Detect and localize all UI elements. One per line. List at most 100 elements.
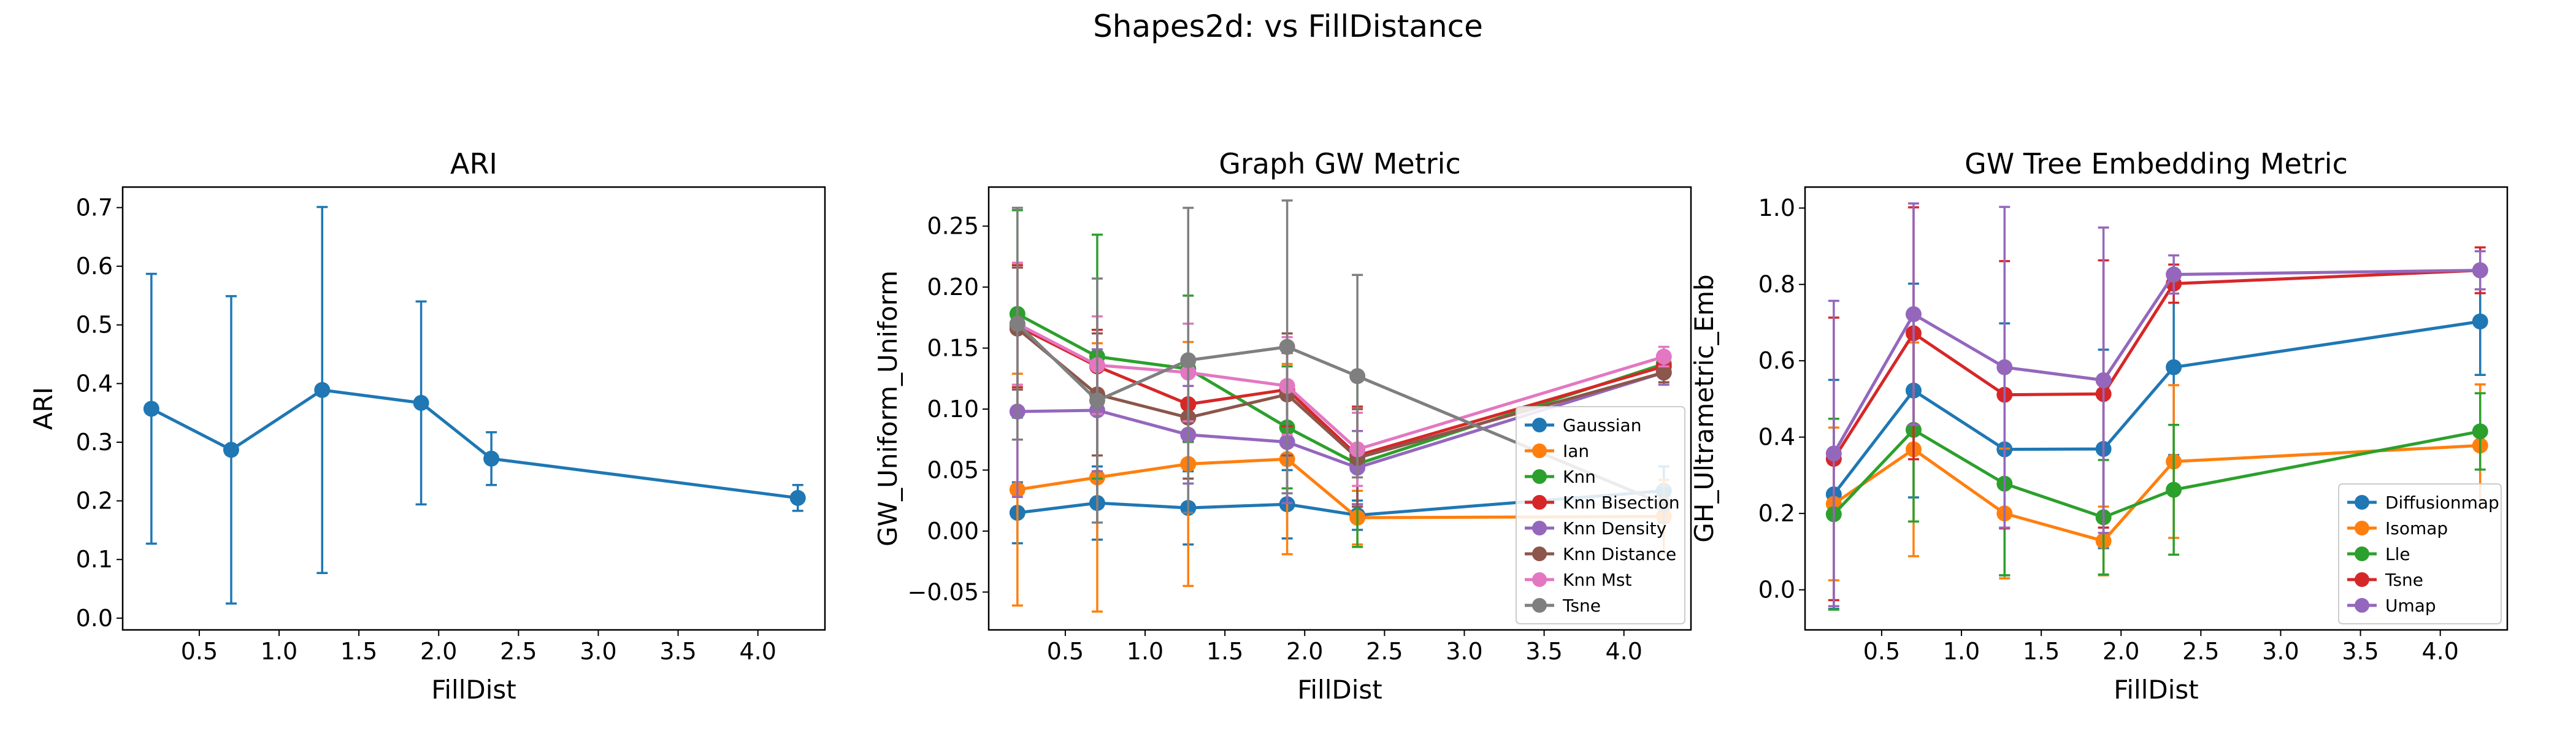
panel-1-data-point — [1279, 339, 1295, 355]
panel-0-y-tick-label: 0.7 — [76, 194, 113, 221]
panel-1-legend-label: Knn Density — [1563, 518, 1666, 539]
panel-2-x-tick-label: 2.5 — [2182, 638, 2219, 665]
panel-1-legend-box — [1516, 406, 1685, 624]
panel-2-legend-label: Isomap — [2385, 518, 2448, 539]
panel-0-y-tick-label: 0.0 — [76, 605, 113, 632]
panel-1-legend-marker — [1532, 598, 1547, 613]
panel-1-title: Graph GW Metric — [1219, 147, 1460, 180]
panel-1-data-point — [1655, 348, 1672, 365]
panel-1-legend-marker — [1532, 572, 1547, 587]
panel-2-legend-marker — [2355, 598, 2369, 613]
panel-1-legend-marker — [1532, 469, 1547, 484]
panel-0-axes-frame — [121, 186, 826, 631]
panel-2-y-tick-label: 0.6 — [1758, 347, 1795, 374]
panel-1-y-tick-label: −0.05 — [908, 578, 979, 605]
panel-0-data-point — [143, 401, 159, 417]
panel-1-axes-frame — [987, 186, 1692, 631]
panel-1-series-line — [1017, 370, 1665, 470]
panel-2-x-tick-label: 0.5 — [1863, 638, 1900, 665]
panel-2-data-point — [2472, 423, 2488, 440]
panel-2-data-point — [2095, 372, 2112, 388]
panel-0-data-point — [413, 394, 429, 411]
panel-0-data-point — [789, 489, 806, 506]
panel-2-series-line — [1833, 443, 2480, 543]
panel-0-series-0 — [143, 205, 806, 605]
panel-2-legend-label: Tsne — [2385, 570, 2423, 590]
panel-1-y-tick-label: 0.10 — [927, 396, 979, 423]
panel-0-x-tick-label: 3.0 — [580, 638, 616, 665]
panel-2-series-line — [1832, 320, 2481, 496]
panel-1-data-point — [1089, 393, 1105, 409]
panel-2-x-axis-label: FillDist — [2114, 675, 2198, 705]
panel-2-series-line — [1832, 427, 2481, 519]
panel-1-x-tick-label: 1.5 — [1206, 638, 1243, 665]
panel-2-title: GW Tree Embedding Metric — [1965, 147, 2348, 180]
panel-0-y-tick-label: 0.2 — [76, 488, 113, 515]
panel-1-x-tick-label: 3.5 — [1525, 638, 1562, 665]
panel-1-x-tick-label: 4.0 — [1605, 638, 1642, 665]
panel-1-y-tick-label: 0.20 — [927, 274, 979, 301]
panel-2-x-tick-label: 1.5 — [2023, 638, 2060, 665]
panel-2-legend-label: Umap — [2385, 596, 2436, 616]
panel-2-legend-label: Diffusionmap — [2385, 493, 2499, 513]
panel-1-legend-label: Knn Distance — [1563, 544, 1676, 564]
panel-2-series-line — [1832, 269, 2480, 460]
panel-2-series-4 — [1825, 202, 2488, 608]
panel-0-y-axis-label: ARI — [28, 387, 58, 430]
panel-2-data-point — [1825, 445, 1842, 462]
figure-suptitle: Shapes2d: vs FillDistance — [1093, 9, 1483, 44]
panel-1-legend-marker — [1532, 521, 1547, 535]
panel-ari: ARI 0.5 1.0 1.5 2.0 2.5 3.0 3.5 4.0 0.0 0.1 0.2 0.3 0… — [28, 147, 826, 705]
panel-gw-tree-embedding-metric: GW Tree Embedding Metric 0.5 1.0 1.5 2.0 2.5 3… — [1689, 147, 2509, 705]
panel-0-data-point — [483, 450, 500, 467]
panel-1-series-line — [1016, 327, 1665, 460]
panel-1-y-axis-label: GW_Uniform_Uniform — [873, 270, 903, 546]
panel-2-y-tick-label: 0.0 — [1758, 577, 1795, 604]
panel-2-data-point — [1905, 306, 1922, 323]
panel-1-x-tick-label: 0.5 — [1047, 638, 1084, 665]
panel-0-y-tick-label: 0.1 — [76, 546, 113, 573]
panel-2-y-tick-label: 0.2 — [1758, 500, 1795, 527]
panel-0-x-tick-label: 3.5 — [659, 638, 696, 665]
panel-2-legend-marker — [2355, 521, 2369, 535]
panel-1-x-axis-label: FillDist — [1297, 675, 1382, 705]
panel-0-y-tick-label: 0.6 — [76, 253, 113, 280]
panel-2-series-line — [1832, 269, 2480, 454]
panel-0-x-axis-label: FillDist — [431, 675, 516, 705]
panel-0-data-point — [314, 381, 331, 398]
panel-0-x-tick-label: 0.5 — [181, 638, 218, 665]
panel-1-y-tick-label: 0.00 — [927, 518, 979, 545]
panel-2-x-tick-label: 4.0 — [2421, 638, 2458, 665]
panel-1-x-tick-label: 2.5 — [1366, 638, 1403, 665]
panel-2-legend-marker — [2355, 572, 2369, 587]
panel-1-legend: Gaussian Ian Knn Knn Bisection Knn Density Kn… — [1516, 406, 1685, 624]
panel-0-x-tick-label: 4.0 — [739, 638, 776, 665]
panel-2-legend-label: Lle — [2385, 544, 2410, 564]
panel-1-x-tick-label: 1.0 — [1127, 638, 1163, 665]
panel-0-y-tick-label: 0.5 — [76, 312, 113, 339]
panel-1-series-line — [1016, 322, 1665, 506]
panel-2-legend-box — [2338, 483, 2502, 624]
panel-2-x-tick-label: 3.5 — [2342, 638, 2379, 665]
panel-0-x-tick-label: 1.0 — [261, 638, 297, 665]
panel-1-legend-marker — [1532, 418, 1547, 432]
panel-1-y-tick-label: 0.25 — [927, 213, 979, 240]
panel-1-legend-label: Knn Bisection — [1563, 493, 1680, 513]
panel-1-legend-marker — [1532, 443, 1547, 458]
panel-2-y-tick-label: 0.4 — [1758, 424, 1795, 451]
panel-2-data-point — [2166, 359, 2182, 375]
panel-0-y-tick-label: 0.4 — [76, 370, 113, 397]
panel-2-data-point — [2166, 481, 2182, 498]
panel-2-data-point — [2166, 266, 2182, 283]
panel-0-title: ARI — [450, 147, 497, 180]
panel-1-legend-label: Knn Mst — [1563, 570, 1632, 590]
panel-1-series-line — [1017, 457, 1664, 519]
panel-1-legend-marker — [1532, 495, 1547, 510]
panel-1-data-point — [1655, 364, 1672, 381]
panel-1-legend-label: Knn — [1563, 467, 1596, 487]
panel-0-data-point — [223, 442, 239, 458]
panel-2-data-point — [2472, 313, 2488, 330]
panel-2-axes-frame — [1804, 186, 2509, 631]
panel-1-data-point — [1349, 368, 1366, 385]
